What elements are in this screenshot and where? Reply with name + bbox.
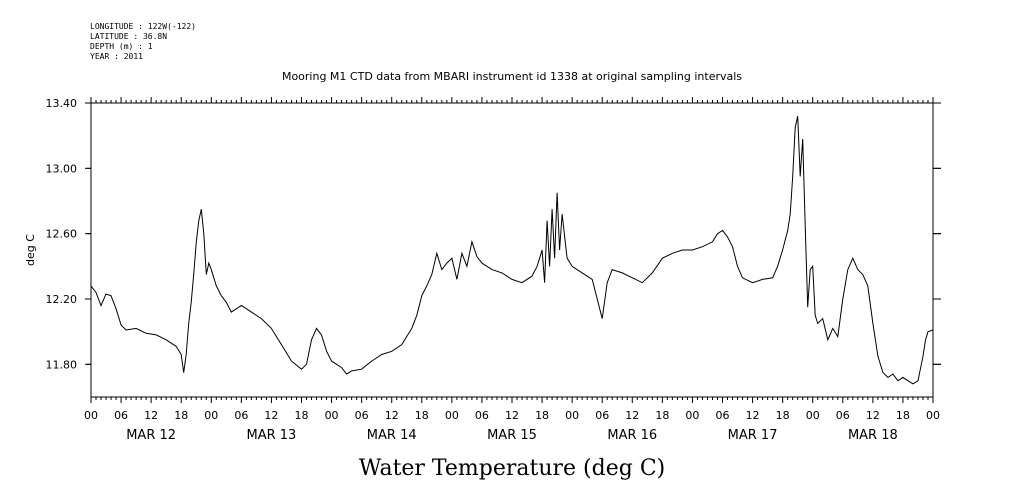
- x-hour-label: 18: [896, 409, 910, 422]
- x-hour-label: 18: [174, 409, 188, 422]
- x-hour-label: 06: [234, 409, 248, 422]
- y-tick-label: 11.80: [46, 358, 78, 371]
- x-day-label: MAR 16: [607, 428, 657, 443]
- x-hour-label: 18: [415, 409, 429, 422]
- x-hour-label: 12: [144, 409, 158, 422]
- x-hour-label: 00: [806, 409, 820, 422]
- x-hour-label: 18: [655, 409, 669, 422]
- x-day-label: MAR 17: [728, 428, 778, 443]
- x-hour-label: 12: [264, 409, 278, 422]
- x-hour-label: 12: [746, 409, 760, 422]
- x-hour-label: 06: [836, 409, 850, 422]
- x-hour-label: 18: [295, 409, 309, 422]
- meta-latitude: LATITUDE : 36.8N: [90, 32, 168, 41]
- x-day-label: MAR 13: [247, 428, 297, 443]
- y-tick-label: 13.40: [46, 97, 78, 110]
- x-hour-label: 12: [866, 409, 880, 422]
- x-hour-label: 00: [445, 409, 459, 422]
- x-axis: 00 06 12 18 00 06 12 18 00 06 12 18 00 06 12 18 00 06 12 18…: [84, 409, 940, 443]
- x-day-label: MAR 14: [367, 428, 417, 443]
- x-hour-label: 00: [84, 409, 98, 422]
- chart-title: Mooring M1 CTD data from MBARI instrumen…: [282, 70, 742, 83]
- x-hour-label: 12: [625, 409, 639, 422]
- meta-depth: DEPTH (m) : 1: [90, 42, 153, 51]
- x-hour-label: 00: [325, 409, 339, 422]
- x-hour-label: 12: [385, 409, 399, 422]
- x-hour-label: 06: [475, 409, 489, 422]
- x-hour-label: 18: [776, 409, 790, 422]
- x-day-label: MAR 12: [126, 428, 176, 443]
- x-hour-label: 00: [204, 409, 218, 422]
- x-hour-label: 00: [565, 409, 579, 422]
- x-hour-label: 12: [505, 409, 519, 422]
- x-day-label: MAR 15: [487, 428, 537, 443]
- tick-marks: [85, 97, 941, 403]
- metadata-block: LONGITUDE : 122W(-122) LATITUDE : 36.8N …: [90, 22, 196, 62]
- meta-longitude: LONGITUDE : 122W(-122): [90, 22, 196, 31]
- y-tick-label: 13.00: [46, 162, 78, 175]
- y-axis: 11.80 12.20 12.60 13.00 13.40: [46, 97, 78, 371]
- x-hour-label: 06: [595, 409, 609, 422]
- x-hour-label: 06: [716, 409, 730, 422]
- plot-frame: [90, 102, 934, 398]
- x-axis-title: Water Temperature (deg C): [359, 456, 666, 481]
- meta-year: YEAR : 2011: [90, 52, 143, 61]
- series-line-water-temperature: [90, 115, 934, 385]
- x-hour-label: 06: [114, 409, 128, 422]
- x-hour-label: 00: [685, 409, 699, 422]
- y-tick-label: 12.20: [46, 293, 78, 306]
- x-hour-label: 06: [355, 409, 369, 422]
- x-hour-label: 18: [535, 409, 549, 422]
- x-day-label: MAR 18: [848, 428, 898, 443]
- y-axis-label: deg C: [24, 234, 37, 266]
- x-hour-label: 00: [926, 409, 940, 422]
- y-tick-label: 12.60: [46, 228, 78, 241]
